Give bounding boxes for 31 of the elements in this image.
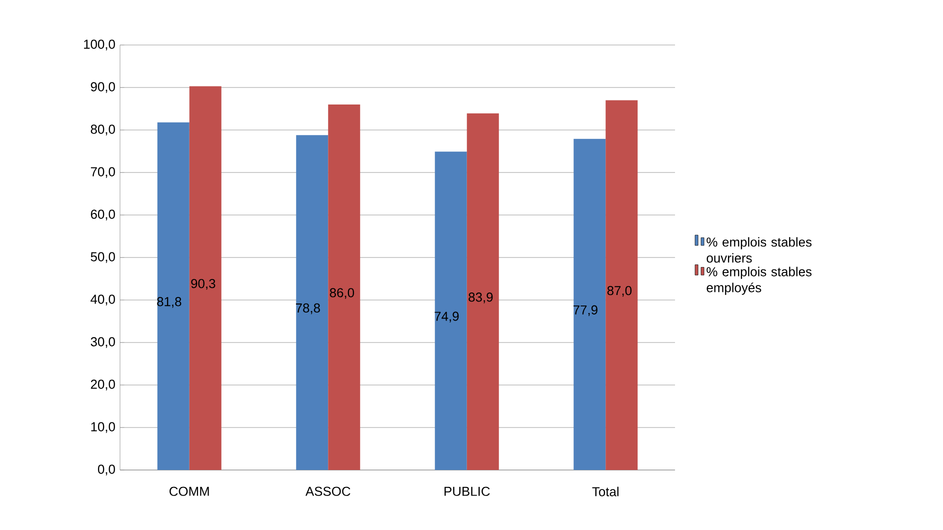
data-label: 78,8 [296, 303, 320, 314]
data-label: 77,9 [573, 305, 598, 316]
bar [157, 122, 190, 470]
bar [296, 135, 328, 470]
y-tick-label: 90,0 [90, 82, 115, 93]
bar [574, 138, 606, 470]
bar [328, 104, 360, 470]
y-tick-label: 30,0 [90, 337, 115, 348]
bar [466, 113, 499, 470]
data-label: 83,9 [468, 292, 493, 304]
x-tick-label: COMM [170, 486, 209, 496]
bar [606, 100, 638, 470]
y-tick-label: 10,0 [91, 422, 115, 433]
y-tick-label: 40,0 [90, 294, 115, 306]
data-label: 87,0 [607, 286, 632, 297]
legend-label: % emplois stables employés [706, 266, 812, 295]
legend-label: % emplois stables ouvriers [706, 237, 812, 263]
bar [434, 152, 467, 470]
x-tick-label: ASSOC [305, 486, 350, 496]
bar [189, 86, 222, 470]
x-tick-label: Total [592, 486, 618, 496]
y-tick-label: 80,0 [90, 124, 115, 136]
y-tick-label: 100,0 [84, 40, 115, 50]
y-tick-label: 70,0 [90, 167, 115, 178]
data-label: 90,3 [191, 278, 216, 290]
y-tick-label: 20,0 [90, 380, 115, 390]
y-tick-label: 60,0 [90, 210, 115, 220]
data-label: 86,0 [330, 288, 354, 299]
y-tick-label: 0,0 [98, 464, 115, 476]
y-tick-label: 50,0 [90, 252, 115, 263]
x-tick-label: PUBLIC [444, 486, 490, 496]
